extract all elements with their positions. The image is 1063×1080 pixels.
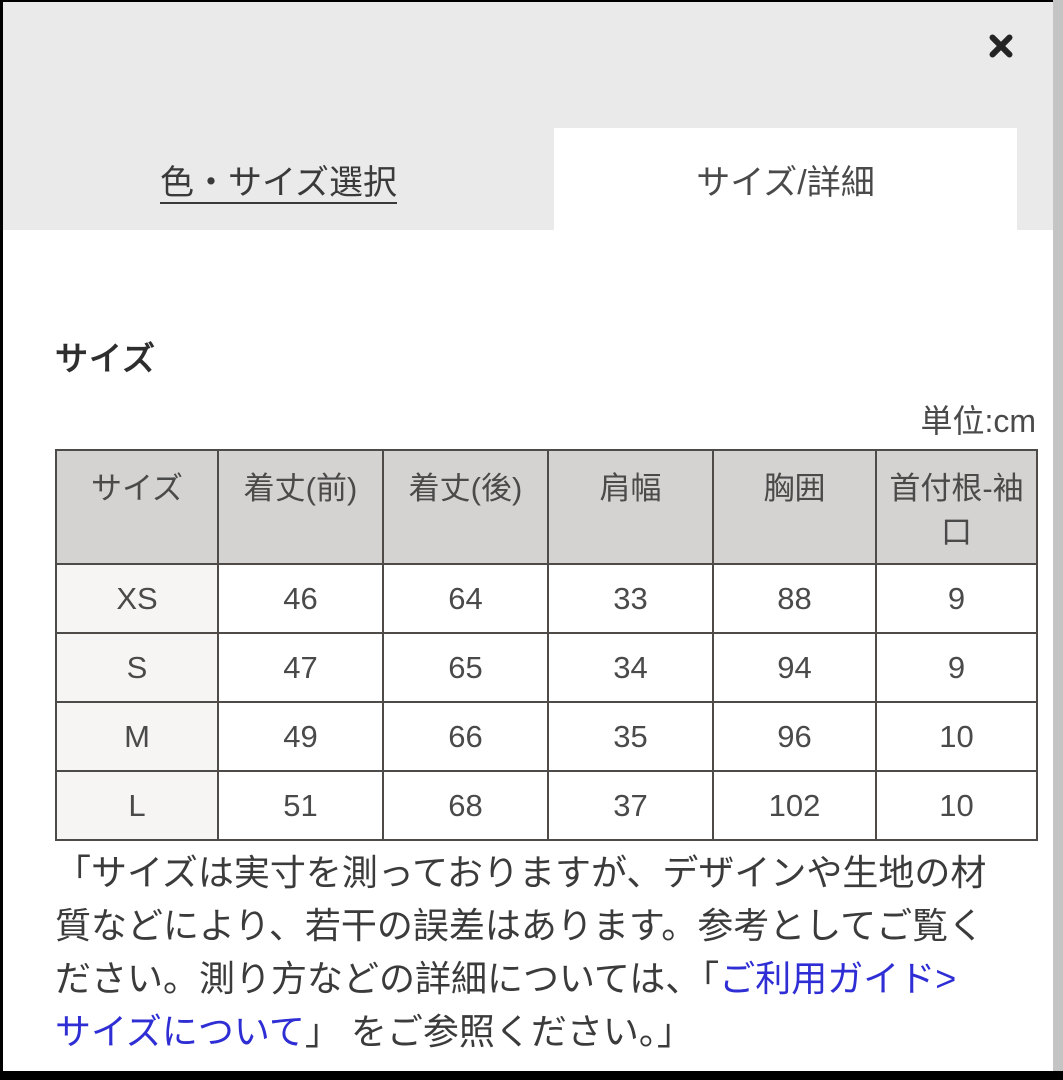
size-label: S xyxy=(55,632,219,703)
tab-color-size-select[interactable]: 色・サイズ選択 xyxy=(3,128,554,230)
scrollbar-track[interactable] xyxy=(1053,0,1063,1071)
close-button[interactable] xyxy=(982,26,1020,64)
table-row: S 47 65 34 94 9 xyxy=(55,632,1038,703)
section-title: サイズ xyxy=(55,340,157,377)
usage-guide-link[interactable]: ご利用ガイド> xyxy=(719,958,957,999)
header-length-back: 着丈(後) xyxy=(382,449,549,565)
cell-value: 35 xyxy=(547,701,714,772)
cell-value: 34 xyxy=(547,632,714,703)
about-size-link[interactable]: サイズについて xyxy=(55,1011,305,1052)
note-line: 「サイズは実寸を測っておりますが、デザインや生地の材 xyxy=(55,852,987,893)
tab-size-detail-label: サイズ/詳細 xyxy=(696,163,875,202)
size-detail-modal: 色・サイズ選択 サイズ/詳細 サイズ 単位:cm サイズ 着丈(前) 着丈(後)… xyxy=(3,2,1053,1071)
header-shoulder-width: 肩幅 xyxy=(547,449,714,565)
cell-value: 46 xyxy=(217,563,384,634)
header-size: サイズ xyxy=(55,449,219,565)
close-icon xyxy=(982,26,1020,64)
note-line: 質などにより、若干の誤差はあります。参考としてご覧く xyxy=(55,905,985,946)
note-text: 」 をご参照ください。」 xyxy=(304,1011,693,1052)
note-line: ださい。測り方などの詳細については、「ご利用ガイド> xyxy=(55,952,1045,1005)
cell-value: 9 xyxy=(875,632,1038,703)
cell-value: 66 xyxy=(382,701,549,772)
cell-value: 65 xyxy=(382,632,549,703)
table-header-row: サイズ 着丈(前) 着丈(後) 肩幅 胸囲 首付根-袖口 xyxy=(55,449,1038,565)
size-label: M xyxy=(55,701,219,772)
cell-value: 37 xyxy=(547,770,714,841)
size-label: XS xyxy=(55,563,219,634)
note-line: サイズについて」 をご参照ください。」 xyxy=(55,1005,1045,1058)
table-row: M 49 66 35 96 10 xyxy=(55,701,1038,772)
header-chest: 胸囲 xyxy=(712,449,877,565)
cell-value: 51 xyxy=(217,770,384,841)
tab-size-detail[interactable]: サイズ/詳細 xyxy=(554,128,1017,230)
modal-body: サイズ 単位:cm サイズ 着丈(前) 着丈(後) 肩幅 胸囲 首付根-袖口 X… xyxy=(3,332,1053,1058)
size-label: L xyxy=(55,770,219,841)
table-row: XS 46 64 33 88 9 xyxy=(55,563,1038,634)
size-note: 「サイズは実寸を測っておりますが、デザインや生地の材 質などにより、若干の誤差は… xyxy=(55,846,1045,1058)
cell-value: 64 xyxy=(382,563,549,634)
tab-color-size-select-label: 色・サイズ選択 xyxy=(160,163,397,202)
cell-value: 33 xyxy=(547,563,714,634)
cell-value: 10 xyxy=(875,701,1038,772)
cell-value: 68 xyxy=(382,770,549,841)
cell-value: 94 xyxy=(712,632,877,703)
cell-value: 88 xyxy=(712,563,877,634)
size-table: サイズ 着丈(前) 着丈(後) 肩幅 胸囲 首付根-袖口 XS 46 64 33… xyxy=(55,449,1038,841)
tab-bar: 色・サイズ選択 サイズ/詳細 xyxy=(3,128,1053,230)
cell-value: 10 xyxy=(875,770,1038,841)
modal-header: 色・サイズ選択 サイズ/詳細 xyxy=(3,2,1053,230)
cell-value: 47 xyxy=(217,632,384,703)
cell-value: 102 xyxy=(712,770,877,841)
cell-value: 49 xyxy=(217,701,384,772)
cell-value: 9 xyxy=(875,563,1038,634)
table-row: L 51 68 37 102 10 xyxy=(55,770,1038,841)
header-length-front: 着丈(前) xyxy=(217,449,384,565)
note-text: ださい。測り方などの詳細については、「 xyxy=(55,958,720,999)
unit-label: 単位:cm xyxy=(920,403,1036,439)
header-neck-sleeve: 首付根-袖口 xyxy=(875,449,1038,565)
cell-value: 96 xyxy=(712,701,877,772)
